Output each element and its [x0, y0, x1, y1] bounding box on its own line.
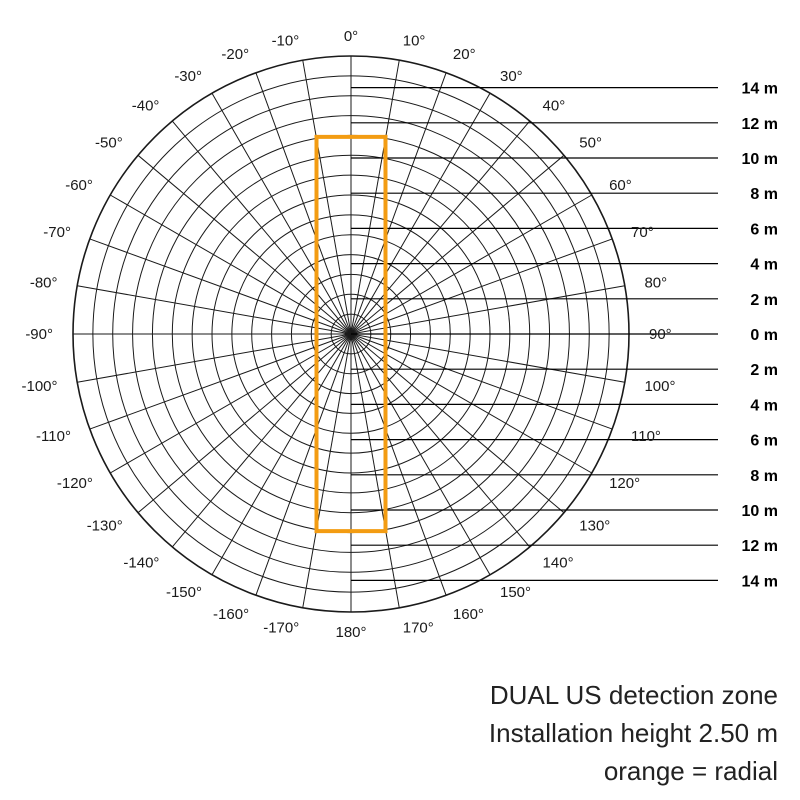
grid-spoke: [350, 333, 531, 548]
grid-spoke: [350, 92, 491, 335]
angle-label: 80°: [644, 274, 667, 291]
distance-label: 4 m: [750, 257, 778, 274]
angle-label: 110°: [631, 428, 661, 445]
grid-spoke: [350, 333, 447, 596]
angle-label: -140°: [123, 554, 159, 571]
grid-spoke: [350, 333, 625, 383]
detection-zone-rect: [314, 134, 388, 534]
grid-spoke: [255, 333, 352, 596]
angle-label: 170°: [403, 619, 434, 636]
grid-spoke: [350, 60, 400, 335]
distance-label: 8 m: [750, 468, 778, 485]
distance-label: 2 m: [750, 292, 778, 309]
grid-spoke: [302, 333, 352, 608]
grid-spoke: [109, 194, 352, 335]
distance-label: 12 m: [742, 116, 778, 133]
angle-label: -110°: [36, 428, 71, 445]
grid-spoke: [109, 333, 352, 474]
angle-label: 10°: [403, 33, 426, 50]
caption-legend: orange = radial: [603, 756, 778, 786]
angle-label: -20°: [221, 46, 249, 63]
distance-label: 6 m: [750, 433, 778, 450]
grid-spoke: [171, 120, 352, 335]
grid-spoke: [350, 333, 613, 430]
detection-zone-layer: [314, 134, 388, 534]
angle-label: -130°: [87, 518, 123, 535]
angle-label: 90°: [649, 326, 672, 343]
grid-spoke: [350, 333, 491, 576]
angle-label: 130°: [579, 518, 610, 535]
angle-label: 30°: [500, 68, 523, 85]
grid-spoke: [350, 333, 400, 608]
distance-label: 8 m: [750, 186, 778, 203]
angle-label: -80°: [30, 274, 58, 291]
angle-label: -40°: [132, 98, 160, 115]
grid-spoke: [302, 60, 352, 335]
caption: DUAL US detection zone Installation heig…: [489, 676, 778, 790]
grid-spoke: [350, 194, 593, 335]
grid-spoke: [255, 72, 352, 335]
distance-label: 14 m: [742, 573, 778, 590]
angle-label: -150°: [166, 584, 202, 601]
grid-spoke: [211, 333, 352, 576]
grid-spoke: [89, 333, 352, 430]
angle-label: -170°: [263, 619, 299, 636]
distance-label: 10 m: [742, 151, 778, 168]
grid-spoke: [171, 333, 352, 548]
grid-spoke: [137, 333, 352, 514]
angle-label: 100°: [644, 378, 675, 395]
angle-label: -70°: [43, 224, 71, 241]
distance-label: 10 m: [742, 503, 778, 520]
angle-label: 60°: [609, 177, 632, 194]
distance-label: 0 m: [750, 327, 778, 344]
angle-label: 120°: [609, 475, 640, 492]
distance-label: 4 m: [750, 397, 778, 414]
distance-label: 14 m: [742, 81, 778, 98]
angle-label: 150°: [500, 584, 531, 601]
distance-labels: 14 m 12 m 10 m 8 m 6 m 4 m 2 m 0 m 2 m 4 m 6 m 8 m 1…: [742, 81, 778, 591]
grid-spoke: [350, 333, 565, 514]
angle-label: -90°: [25, 326, 53, 343]
angle-label: -100°: [21, 378, 57, 395]
angle-label: 0°: [344, 28, 358, 45]
grid-spoke: [211, 92, 352, 335]
distance-label: 6 m: [750, 221, 778, 238]
grid-spoke: [77, 333, 352, 383]
grid-spoke: [350, 154, 565, 335]
grid-spoke: [89, 238, 352, 335]
angle-labels: 0° 10° 20° 30° 40° 50° 60° 70° 80° 90° 100° 110° 120…: [21, 28, 675, 641]
angle-label: 40°: [543, 98, 566, 115]
angle-label: -10°: [272, 33, 300, 50]
angle-label: 140°: [543, 554, 574, 571]
grid-spoke: [137, 154, 352, 335]
grid-spoke: [350, 72, 447, 335]
angle-label: 180°: [335, 624, 366, 641]
angle-label: 70°: [631, 224, 654, 241]
angle-label: -50°: [95, 134, 123, 151]
angle-label: 50°: [579, 134, 602, 151]
angle-label: -30°: [174, 68, 202, 85]
angle-label: 160°: [453, 606, 484, 623]
grid-spoke: [350, 120, 531, 335]
angle-label: -120°: [57, 475, 93, 492]
grid-spoke: [77, 285, 352, 335]
grid-spoke: [350, 285, 625, 335]
caption-title: DUAL US detection zone: [489, 680, 778, 710]
caption-installation-height: Installation height 2.50 m: [488, 718, 778, 748]
angle-label: -60°: [65, 177, 93, 194]
distance-lines: [351, 86, 718, 582]
grid-spoke: [350, 238, 613, 335]
grid-spoke: [350, 333, 593, 474]
angle-label: 20°: [453, 46, 476, 63]
distance-label: 12 m: [742, 538, 778, 555]
angle-label: -160°: [213, 606, 249, 623]
distance-label: 2 m: [750, 362, 778, 379]
